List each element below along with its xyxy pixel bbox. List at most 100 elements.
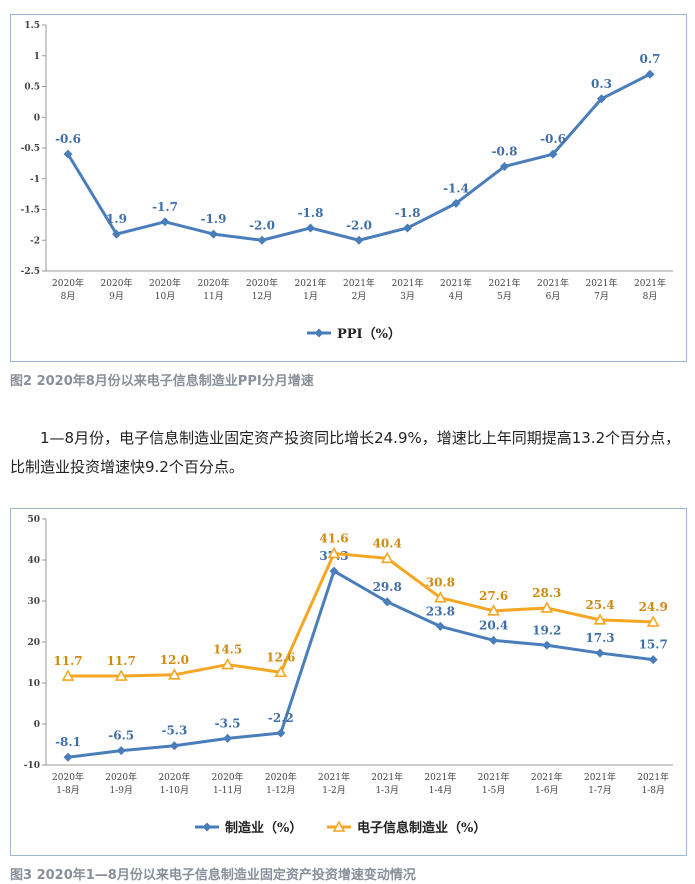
inv-legend-label: 电子信息制造业（%） (357, 820, 486, 836)
inv-point (435, 621, 445, 631)
ppi-point (500, 161, 509, 171)
inv-data-label: 11.7 (107, 654, 136, 668)
inv-data-label: 15.7 (639, 638, 668, 652)
inv-data-label: 17.3 (585, 631, 614, 645)
ppi-x-tick-label-year: 2021年 (489, 277, 521, 289)
ppi-data-label: -0.6 (540, 132, 566, 146)
inv-data-label: 40.4 (373, 536, 402, 550)
inv-point (489, 635, 499, 645)
ppi-y-tick-label: 0.5 (24, 83, 40, 93)
ppi-x-tick-label-month: 8月 (61, 291, 76, 302)
inv-y-tick-label: 30 (27, 597, 40, 607)
ppi-x-tick-label-month: 7月 (594, 291, 609, 302)
ppi-y-tick-label: 0 (34, 113, 40, 123)
inv-data-label: 19.2 (532, 623, 561, 637)
ppi-x-tick-label-month: 4月 (449, 291, 464, 302)
ppi-x-tick-label-year: 2020年 (149, 277, 181, 289)
ppi-x-tick-label-month: 6月 (546, 291, 561, 302)
inv-point (168, 668, 181, 680)
inv-x-tick-label-month: 1-8月 (641, 785, 665, 796)
ppi-x-tick-label-month: 12月 (252, 291, 272, 302)
ppi-x-tick-label-month: 3月 (400, 291, 415, 302)
inv-x-tick-label-year: 2020年 (212, 771, 244, 783)
ppi-x-tick-label-month: 9月 (109, 291, 124, 302)
investment-chart-svg: 50 40 30 20 10 0 -10 2020年 1-8月 2020年 1-9月 2020年 1-1… (24, 515, 673, 836)
inv-data-label: 11.7 (53, 654, 82, 668)
ppi-point (403, 223, 412, 233)
ppi-legend-marker (314, 328, 324, 338)
inv-y-tick-label: -10 (24, 761, 40, 771)
ppi-x-tick-label-year: 2021年 (586, 277, 618, 289)
inv-point (327, 546, 341, 559)
ppi-point (451, 198, 461, 208)
inv-x-tick-label-month: 1-7月 (588, 785, 612, 796)
inv-legend-marker (202, 822, 212, 832)
inv-data-label: 27.6 (479, 589, 508, 603)
ppi-x-tick-label-month: 10月 (155, 291, 175, 302)
inv-x-tick-label-year: 2021年 (424, 771, 456, 783)
inv-x-tick-label-year: 2021年 (637, 771, 669, 783)
inv-data-label: 12.0 (160, 653, 189, 667)
ppi-point (354, 235, 364, 245)
ppi-y-tick-label: -1.5 (21, 206, 40, 216)
inv-x-tick-label-year: 2020年 (105, 771, 137, 783)
inv-x-tick-label-month: 1-2月 (322, 785, 346, 796)
ppi-point (209, 229, 218, 239)
ppi-chart: 1.5 1 0.5 0 -0.5 -1 -1.5 -2 -2.5 2020年 8月 2020年 9月 20… (10, 14, 687, 362)
inv-legend-label: 制造业（%） (225, 820, 302, 836)
ppi-y-tick-label: 1 (34, 52, 40, 62)
inv-data-label: 14.5 (213, 643, 242, 657)
inv-point (223, 733, 233, 743)
inv-x-tick-label-month: 1-3月 (375, 785, 399, 796)
inv-data-label: 23.8 (426, 604, 455, 618)
inv-x-tick-label-year: 2021年 (531, 771, 563, 783)
ppi-data-label: 0.3 (591, 77, 612, 91)
ppi-x-tick-label-year: 2020年 (198, 277, 230, 289)
inv-x-tick-label-year: 2020年 (158, 771, 190, 783)
inv-legend-marker (332, 820, 346, 832)
ppi-data-label: -1.7 (152, 200, 178, 214)
inv-data-label: -5.3 (161, 724, 187, 738)
ppi-x-tick-label-year: 2020年 (246, 277, 278, 289)
ppi-y-tick-label: -2.5 (21, 267, 40, 277)
inv-x-tick-label-month: 1-12月 (266, 785, 295, 796)
ppi-y-tick-label: 1.5 (24, 21, 40, 31)
inv-point (382, 597, 392, 607)
inv-data-label: 20.4 (479, 618, 508, 632)
inv-x-tick-label-year: 2021年 (584, 771, 616, 783)
inv-data-label: 30.8 (426, 576, 455, 590)
inv-series-line-1 (68, 551, 654, 678)
ppi-data-label: -1.8 (395, 206, 421, 220)
ppi-x-tick-label-month: 8月 (643, 291, 658, 302)
inv-point (540, 601, 554, 613)
inv-x-tick-label-month: 1-8月 (56, 785, 80, 796)
ppi-legend-label: PPI（%） (337, 326, 401, 342)
ppi-x-tick-label-month: 2月 (352, 291, 367, 302)
inv-y-tick-label: 10 (27, 679, 40, 689)
ppi-point (306, 223, 315, 233)
inv-point (648, 655, 658, 665)
inv-x-tick-label-year: 2021年 (318, 771, 350, 783)
ppi-x-tick-label-year: 2021年 (295, 277, 327, 289)
ppi-point (645, 69, 655, 79)
inv-data-label: 29.8 (373, 580, 402, 594)
figure2-caption: 图2 2020年8月份以来电子信息制造业PPI分月增速 (10, 374, 314, 389)
inv-x-tick-label-month: 1-5月 (482, 785, 506, 796)
ppi-x-tick-label-month: 1月 (303, 291, 318, 302)
ppi-x-tick-label-month: 5月 (497, 291, 512, 302)
ppi-data-label: 0.7 (640, 52, 661, 66)
ppi-data-label: -1.8 (298, 206, 324, 220)
ppi-data-label: -2.0 (249, 218, 275, 232)
inv-point (276, 728, 286, 738)
inv-x-tick-label-month: 1-9月 (109, 785, 133, 796)
inv-point (61, 669, 75, 681)
inv-data-label: -8.1 (55, 735, 81, 749)
ppi-data-label: -0.8 (492, 144, 518, 158)
inv-point (646, 615, 660, 627)
inv-point (116, 746, 126, 756)
inv-data-label: 41.6 (319, 531, 348, 545)
inv-point (595, 648, 605, 658)
inv-x-tick-label-month: 1-11月 (213, 785, 242, 796)
inv-series-line-0 (67, 569, 654, 759)
ppi-y-tick-label: -1 (30, 175, 40, 185)
